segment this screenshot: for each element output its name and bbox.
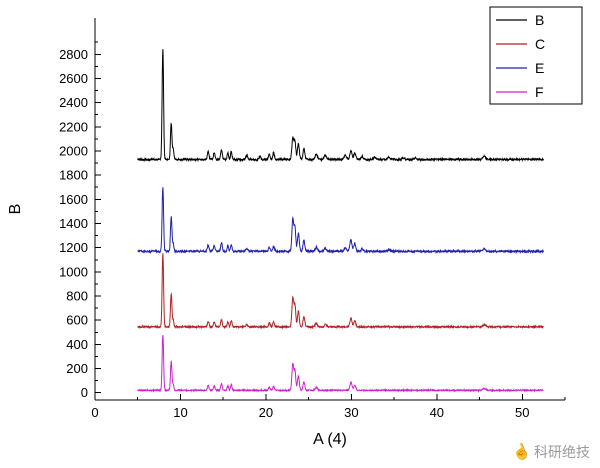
y-tick-label: 1200 bbox=[59, 240, 88, 255]
legend-label-B: B bbox=[535, 12, 544, 28]
y-tick-label: 2000 bbox=[59, 143, 88, 158]
watermark-text: 科研绝技 bbox=[534, 444, 590, 460]
y-tick-label: 1000 bbox=[59, 264, 88, 279]
series-F bbox=[137, 335, 544, 393]
y-axis-title: B bbox=[7, 204, 24, 215]
series-E bbox=[137, 187, 544, 255]
watermark: ☝ 科研绝技 bbox=[510, 441, 590, 464]
legend-box bbox=[489, 6, 583, 105]
x-tick-label: 0 bbox=[91, 405, 98, 420]
x-tick-label: 40 bbox=[430, 405, 444, 420]
y-tick-label: 1600 bbox=[59, 192, 88, 207]
y-tick-label: 1400 bbox=[59, 216, 88, 231]
legend-label-F: F bbox=[535, 84, 544, 100]
series-C bbox=[137, 253, 544, 330]
y-tick-label: 2800 bbox=[59, 47, 88, 62]
x-axis-title: A (4) bbox=[313, 431, 347, 448]
y-tick-label: 2400 bbox=[59, 95, 88, 110]
pointing-hand-icon: ☝ bbox=[510, 441, 534, 464]
y-tick-label: 200 bbox=[66, 361, 88, 376]
y-tick-label: 1800 bbox=[59, 168, 88, 183]
y-tick-label: 600 bbox=[66, 313, 88, 328]
y-tick-label: 2200 bbox=[59, 119, 88, 134]
y-tick-label: 0 bbox=[81, 385, 88, 400]
x-tick-label: 30 bbox=[344, 405, 358, 420]
y-tick-label: 400 bbox=[66, 337, 88, 352]
series-B bbox=[137, 49, 545, 163]
legend-label-E: E bbox=[535, 60, 544, 76]
legend-label-C: C bbox=[535, 36, 545, 52]
y-tick-label: 800 bbox=[66, 289, 88, 304]
y-tick-label: 2600 bbox=[59, 71, 88, 86]
x-tick-label: 10 bbox=[173, 405, 187, 420]
x-tick-label: 50 bbox=[515, 405, 529, 420]
x-tick-label: 20 bbox=[259, 405, 273, 420]
